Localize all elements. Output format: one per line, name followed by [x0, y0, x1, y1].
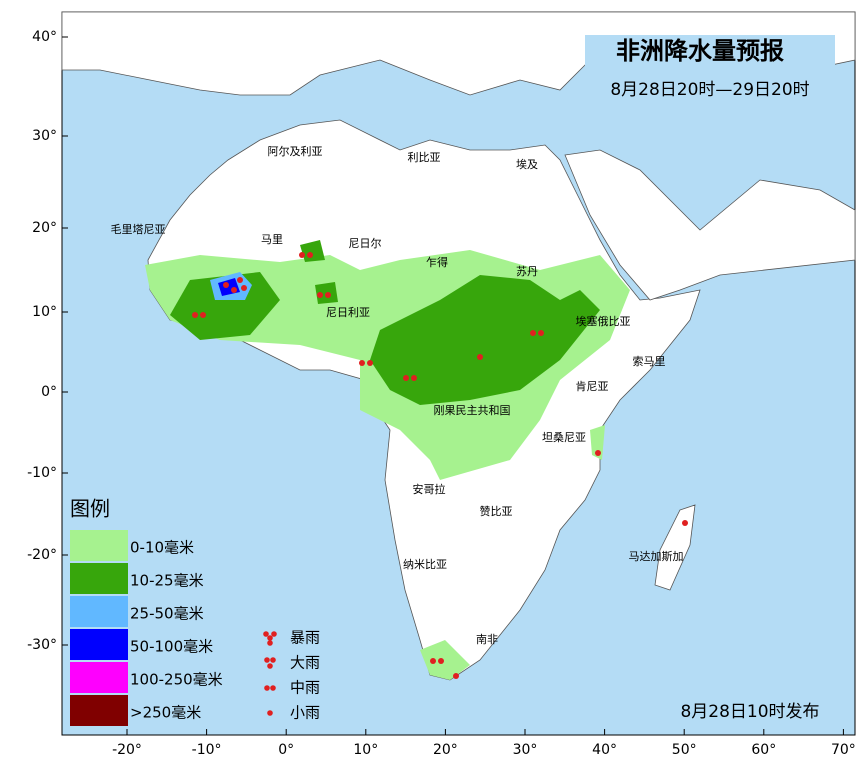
- legend-swatch: [70, 530, 128, 561]
- country-label: 南非: [476, 633, 498, 646]
- symbol-dots: [264, 685, 276, 691]
- rain-dots: [192, 252, 688, 679]
- lon-label: 50°: [672, 742, 697, 758]
- dot: [263, 631, 269, 637]
- title: 非洲降水量预报: [616, 37, 784, 65]
- symbol-dots: [264, 657, 276, 669]
- arabia: [564, 149, 856, 301]
- dot: [267, 635, 273, 641]
- symbol-label: 暴雨: [290, 629, 320, 647]
- legend-label: 0-10毫米: [130, 539, 194, 557]
- legend-swatch: [70, 563, 128, 594]
- madagascar: [654, 504, 696, 591]
- title-box: [585, 35, 835, 105]
- country-label: 尼日利亚: [326, 306, 370, 319]
- lon-label: -10°: [192, 742, 222, 758]
- lon-label: 20°: [433, 742, 458, 758]
- rain-light: [420, 640, 470, 680]
- symbol-dots: [267, 710, 273, 716]
- rain-medium: [170, 272, 280, 340]
- lat-label: -30°: [27, 637, 57, 653]
- lat-label: 10°: [32, 304, 57, 320]
- country-label: 乍得: [426, 255, 448, 269]
- lat-label: 0°: [41, 384, 57, 400]
- symbol-dots: [263, 631, 277, 646]
- dot: [264, 657, 270, 663]
- country-label: 埃及: [516, 157, 538, 171]
- country-label: 纳米比亚: [403, 558, 447, 571]
- lat-label: 30°: [32, 128, 57, 144]
- country-label: 赞比亚: [480, 505, 513, 518]
- country-label: 尼日尔: [349, 237, 382, 250]
- lat-label: 40°: [32, 29, 57, 45]
- lon-label: 0°: [278, 742, 294, 758]
- lat-label: 20°: [32, 220, 57, 236]
- rain-medium: [300, 240, 325, 262]
- legend-label: >250毫米: [130, 704, 201, 722]
- legend-swatch: [70, 662, 128, 693]
- legend-swatch: [70, 596, 128, 627]
- legend-label: 10-25毫米: [130, 572, 204, 590]
- country-label: 埃塞俄比亚: [576, 314, 631, 328]
- dot: [270, 657, 276, 663]
- country-label: 苏丹: [516, 265, 538, 278]
- lon-label: 40°: [592, 742, 617, 758]
- dot: [271, 631, 277, 637]
- country-label: 利比亚: [408, 151, 441, 164]
- issue-time: 8月28日10时发布: [680, 702, 819, 722]
- dot: [267, 710, 273, 716]
- rain-medium: [370, 275, 600, 405]
- country-label: 刚果民主共和国: [434, 404, 511, 417]
- country-label: 阿尔及利亚: [268, 145, 323, 158]
- dot: [267, 640, 273, 646]
- legend-swatch: [70, 695, 128, 726]
- rain-light: [590, 425, 605, 460]
- symbol-label: 大雨: [290, 654, 320, 672]
- lon-label: 60°: [751, 742, 776, 758]
- country-label: 安哥拉: [413, 482, 446, 496]
- legend-swatch: [70, 629, 128, 660]
- legend-label: 25-50毫米: [130, 605, 204, 623]
- country-label: 肯尼亚: [576, 380, 609, 393]
- lon-label: 70°: [831, 742, 856, 758]
- lon-label: 30°: [513, 742, 538, 758]
- country-label: 马里: [261, 233, 283, 246]
- legend-title: 图例: [70, 497, 110, 521]
- lat-label: -10°: [27, 465, 57, 481]
- legend-label: 100-250毫米: [130, 671, 223, 689]
- legend-label: 50-100毫米: [130, 638, 213, 656]
- country-label: 毛里塔尼亚: [111, 223, 166, 236]
- symbol-label: 中雨: [290, 679, 320, 697]
- subtitle: 8月28日20时—29日20时: [610, 80, 809, 100]
- dot: [267, 663, 273, 669]
- dot: [270, 685, 276, 691]
- dot: [264, 685, 270, 691]
- lon-label: -20°: [112, 742, 142, 758]
- lat-label: -20°: [27, 547, 57, 563]
- country-label: 索马里: [633, 354, 666, 368]
- lon-label: 10°: [353, 742, 378, 758]
- country-label: 马达加斯加: [629, 550, 684, 563]
- symbol-label: 小雨: [290, 704, 320, 722]
- country-label: 坦桑尼亚: [542, 430, 586, 444]
